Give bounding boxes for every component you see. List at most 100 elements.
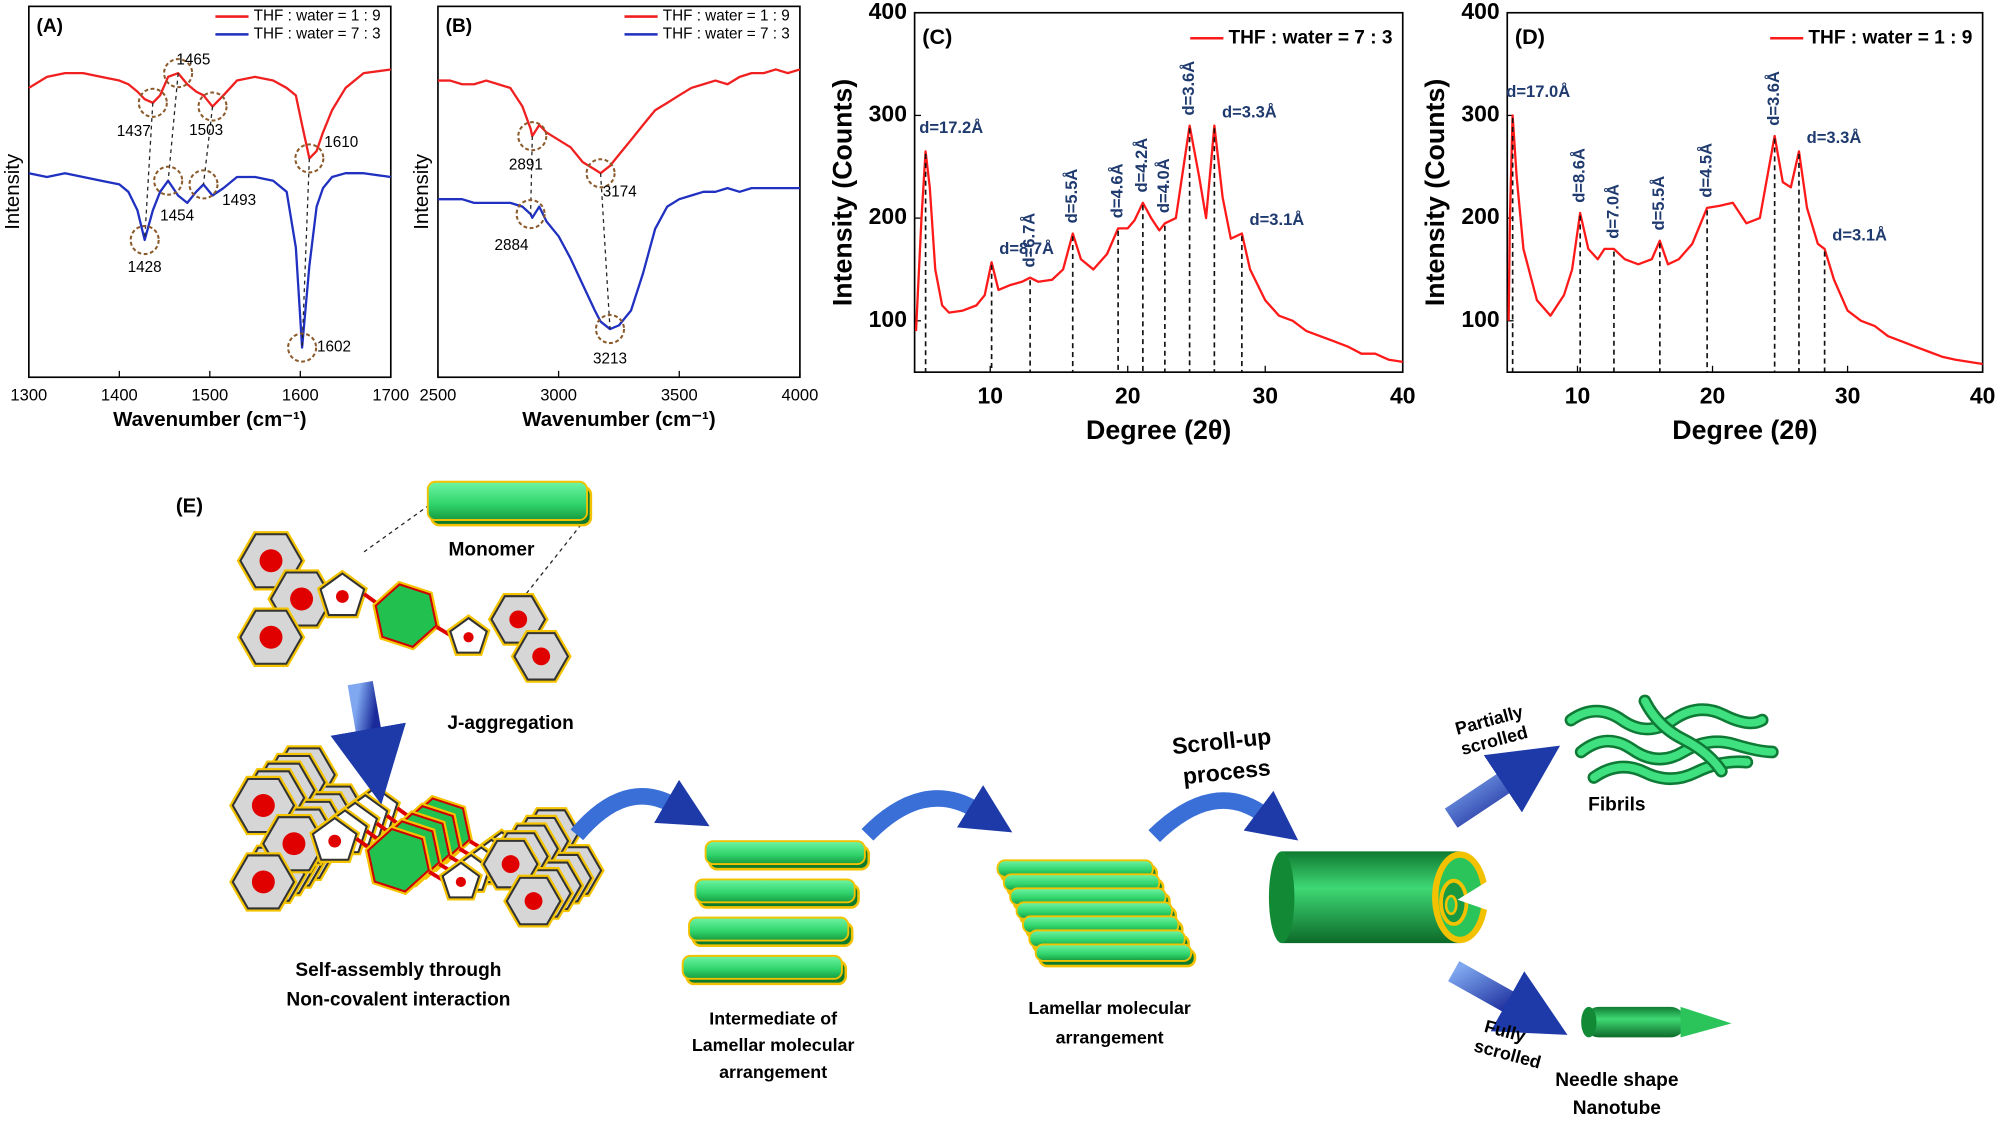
bond	[428, 870, 443, 882]
peak-circle	[515, 199, 546, 230]
series-line	[1507, 114, 1983, 366]
y-axis-label: Intensity	[411, 153, 433, 230]
peak-circle	[137, 87, 168, 118]
bond	[435, 625, 451, 637]
scroll-cylinder	[1268, 851, 1495, 944]
x-axis-label: Wavenumber (cm⁻¹)	[522, 409, 715, 431]
caption: Lamellar molecular	[692, 1035, 855, 1055]
y-tick-label: 300	[1461, 100, 1499, 126]
y-tick-label: 400	[869, 0, 907, 24]
peak-label: d=17.2Å	[919, 118, 983, 137]
panel-e: (E) Monomer J-aggregation Self-assembly …	[176, 480, 1779, 1119]
peak-label: d=8.6Å	[1570, 148, 1589, 203]
peak-label: 1610	[324, 134, 358, 151]
legend-label: THF : water = 7 : 3	[1228, 27, 1392, 48]
x-tick-label: 1300	[10, 386, 47, 405]
peak-connector	[167, 73, 179, 181]
caption: Lamellar molecular	[1028, 998, 1191, 1018]
fibrils	[1564, 694, 1779, 786]
legend-label: THF : water = 1 : 9	[254, 8, 381, 25]
zoom-line	[363, 502, 432, 553]
legend-label: THF : water = 7 : 3	[254, 25, 381, 42]
dot	[259, 549, 283, 573]
arrow	[1448, 961, 1568, 1035]
arrow	[570, 779, 710, 841]
bar	[704, 840, 866, 866]
peak-circle	[163, 58, 194, 89]
peak-label: 1428	[128, 259, 162, 276]
peak-connector	[529, 136, 533, 215]
peak-circle	[294, 143, 325, 174]
caption: arrangement	[719, 1062, 827, 1082]
fibril	[1577, 737, 1777, 763]
x-axis-label: Degree (2θ)	[1086, 415, 1231, 445]
peak-connector	[301, 158, 310, 348]
fibril	[1641, 697, 1726, 775]
caption: Non-covalent interaction	[286, 990, 510, 1011]
x-tick-label: 20	[1700, 383, 1726, 409]
peak-circle	[287, 332, 318, 363]
x-tick-label: 1700	[372, 386, 409, 405]
x-tick-label: 10	[977, 383, 1003, 409]
series-line	[28, 68, 391, 160]
peak-label: 1465	[176, 51, 210, 68]
x-tick-label: 1500	[191, 386, 228, 405]
caption: Self-assembly through	[295, 960, 501, 981]
peak-label: d=5.5Å	[1062, 169, 1081, 224]
peak-label: 2891	[509, 157, 543, 174]
peak-label: d=3.6Å	[1179, 61, 1198, 116]
step-label: process	[1182, 754, 1272, 789]
arrow	[861, 785, 1013, 841]
y-tick-label: 100	[1461, 306, 1499, 332]
x-tick-label: 20	[1115, 383, 1141, 409]
dot	[282, 832, 306, 856]
x-tick-label: 30	[1252, 383, 1278, 409]
peak-label: d=5.5Å	[1649, 176, 1668, 231]
peak-label: 1493	[222, 192, 256, 209]
caption: Fibrils	[1588, 795, 1645, 816]
x-axis-label: Degree (2θ)	[1672, 415, 1817, 445]
peak-label: d=17.0Å	[1506, 82, 1570, 101]
y-tick-label: 400	[1461, 0, 1499, 24]
cylinder-end	[1268, 851, 1295, 944]
dot	[290, 587, 314, 611]
bar	[426, 480, 589, 521]
x-tick-label: 4000	[781, 386, 818, 405]
series-line	[914, 124, 1403, 363]
legend-label: THF : water = 1 : 9	[663, 8, 790, 25]
arrow	[1444, 745, 1561, 828]
bar	[688, 916, 850, 942]
peak-label: d=7.0Å	[1603, 184, 1622, 239]
fibril	[1567, 705, 1766, 733]
lamellar-bars	[426, 480, 1197, 986]
legend-label: THF : water = 7 : 3	[663, 25, 790, 42]
series-line	[28, 172, 391, 349]
plot-frame	[437, 5, 801, 379]
x-tick-label: 10	[1565, 383, 1591, 409]
series-line	[437, 186, 800, 331]
arrow	[1148, 790, 1299, 843]
peak-circle	[517, 121, 548, 152]
peak-label: 1437	[117, 123, 151, 140]
caption: Intermediate of	[709, 1008, 837, 1028]
step-label: J-aggregation	[447, 713, 573, 734]
molecule-copy	[229, 775, 564, 928]
y-axis-label: Intensity (Counts)	[1420, 79, 1450, 306]
y-tick-label: 100	[869, 306, 907, 332]
tip	[1680, 1006, 1732, 1038]
peak-label: 1503	[189, 122, 223, 139]
y-tick-label: 300	[869, 100, 907, 126]
dot	[509, 610, 528, 629]
dot	[524, 892, 543, 910]
x-tick-label: 1400	[101, 386, 138, 405]
panel-label: (A)	[36, 16, 63, 37]
y-axis-label: Intensity	[2, 153, 24, 230]
bar	[694, 878, 856, 904]
step-label: Scroll-up	[1171, 723, 1273, 759]
peak-circle	[153, 165, 184, 196]
tube	[1583, 1006, 1686, 1038]
dot	[328, 834, 342, 848]
x-tick-label: 30	[1835, 383, 1861, 409]
